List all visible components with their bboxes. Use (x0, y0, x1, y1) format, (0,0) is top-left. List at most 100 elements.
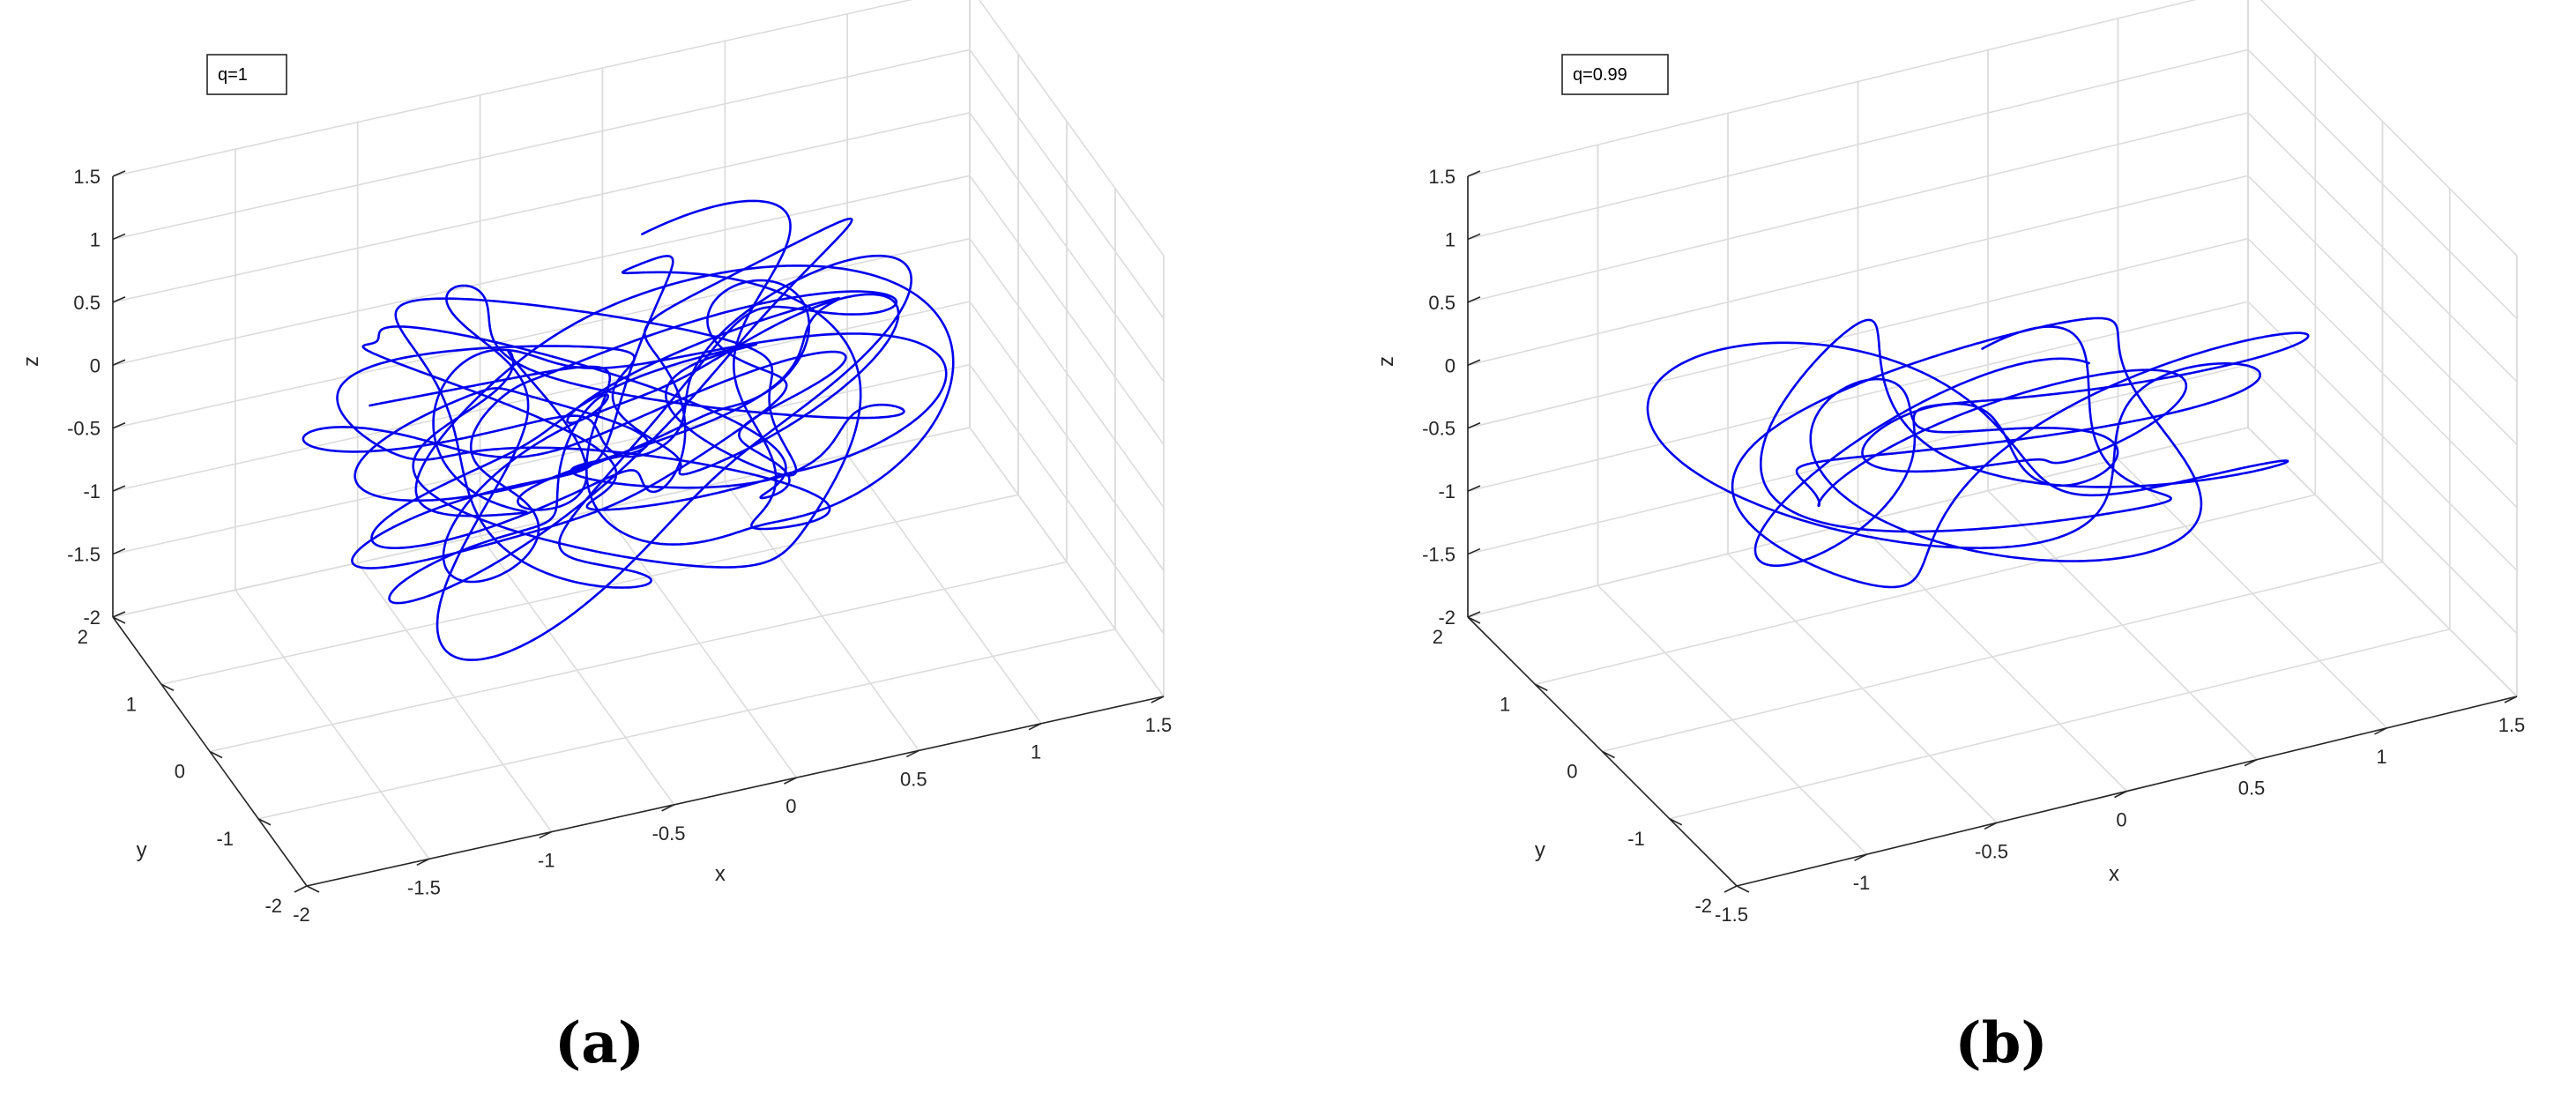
y-tick (306, 885, 320, 893)
x-tick (416, 858, 430, 867)
legend-b: q=0.99 (1561, 54, 1669, 95)
floor-gridline-x (1857, 81, 2128, 793)
wall-gridline-z (112, 363, 1165, 635)
floor-gridline-x (1597, 145, 1868, 855)
legend-entry-b: q=0.99 (1573, 65, 1627, 85)
y-tick-label: 1 (126, 693, 137, 715)
x-tick (2244, 758, 2258, 767)
z-tick (112, 296, 126, 303)
y-tick-label: -2 (264, 895, 282, 917)
floor-gridline-x (235, 149, 430, 860)
y-tick (1669, 818, 1683, 826)
floor-gridline-y (1535, 54, 2317, 686)
wall-gridline-z (112, 301, 1165, 571)
x-tick (905, 749, 919, 758)
x-axis-label-b: x (2109, 862, 2119, 886)
chart-panel-b: -1.5-1-0.500.511.5-2-1012-2-1.5-1-0.500.… (1374, 0, 2525, 1076)
z-tick (1467, 547, 1481, 555)
z-tick (112, 233, 126, 241)
z-tick-label: -1 (83, 480, 101, 502)
z-tick-label: 0.5 (73, 292, 101, 314)
x-tick (2114, 790, 2127, 799)
y-tick (1736, 885, 1750, 893)
x-tick (2504, 696, 2518, 703)
z-tick-label: -0.5 (1422, 418, 1456, 440)
trajectory-line (1646, 316, 2310, 589)
legend-box-b (1561, 54, 1669, 95)
z-tick-label: -0.5 (67, 418, 101, 440)
y-tick (1602, 750, 1615, 759)
z-axis-label-b: z (1374, 356, 1398, 367)
z-tick-label: -2 (1438, 607, 1456, 629)
x-tick-label: 1 (1031, 741, 1041, 763)
x-tick (661, 804, 674, 812)
z-tick (1467, 421, 1481, 429)
y-tick (1534, 683, 1548, 691)
z-tick (1467, 233, 1481, 241)
floor-gridline-x (2117, 18, 2388, 729)
floor-gridline-y (209, 121, 1068, 753)
wall-gridline-z (1467, 363, 2518, 635)
x-axis-label-a: x (715, 862, 726, 886)
wall-gridline-z (112, 175, 1165, 445)
y-tick-label: 0 (175, 761, 185, 783)
wall-gridline-z (1467, 175, 2518, 445)
wall-gridline-z (1467, 301, 2518, 571)
x-tick (1724, 885, 1738, 893)
tick-labels-b: -1.5-1-0.500.511.5-2-1012-2-1.5-1-0.500.… (1422, 166, 2525, 926)
floor-gridline-y (1669, 188, 2451, 820)
legend-box-a (206, 54, 287, 95)
z-tick (112, 359, 126, 367)
y-tick-label: -1 (1627, 828, 1645, 850)
x-tick-label: -1 (1853, 872, 1871, 894)
y-tick-label: 2 (1433, 626, 1443, 648)
z-tick (1467, 611, 1481, 618)
x-tick (2374, 727, 2387, 735)
x-tick-label: -0.5 (1975, 840, 2008, 862)
y-tick-label: -2 (1694, 895, 1712, 917)
x-tick (539, 830, 553, 839)
x-tick-label: 0.5 (900, 768, 927, 790)
trajectory-line (302, 199, 955, 661)
z-tick (1467, 359, 1481, 367)
caption-a: (a) (555, 1010, 644, 1076)
axes-a (112, 170, 1165, 893)
wall-gridline-z (112, 0, 1165, 257)
y-tick-label: 1 (1500, 693, 1510, 715)
z-tick-label: -1.5 (1422, 544, 1456, 566)
legend-a: q=1 (206, 54, 287, 95)
z-tick-label: 1.5 (1428, 166, 1456, 188)
z-tick-label: 0.5 (1428, 292, 1456, 314)
z-tick (1467, 296, 1481, 303)
z-tick (112, 170, 126, 177)
z-axis-label-a: z (19, 356, 43, 367)
z-tick-label: 0 (1445, 354, 1456, 376)
z-tick-label: 1 (1445, 228, 1456, 250)
wall-gridline-z (112, 237, 1165, 509)
trajectory-b (1646, 316, 2310, 589)
x-tick (1150, 696, 1165, 703)
floor-gridline-x (1727, 113, 1998, 823)
x-tick (784, 777, 797, 785)
wall-gridline-z (112, 112, 1165, 383)
floor-gridline-x (724, 41, 919, 751)
wall-gridline-z (1467, 112, 2518, 383)
z-tick (112, 485, 126, 492)
x-tick-label: 0.5 (2238, 778, 2266, 800)
x-tick (294, 885, 308, 893)
x-tick-label: -1.5 (1715, 904, 1748, 926)
chart-panel-a: -2-1.5-1-0.500.511.5-2-1012-2-1.5-1-0.50… (19, 0, 1172, 1076)
y-tick-label: -1 (216, 828, 234, 850)
x-tick (1984, 822, 1998, 830)
x-axis-line (306, 696, 1165, 887)
x-tick-label: -2 (293, 904, 310, 926)
z-tick (1467, 485, 1481, 492)
z-tick (112, 547, 126, 555)
axes-b (1467, 170, 2518, 893)
y-axis-label-a: y (137, 838, 147, 862)
x-tick-label: 1.5 (2498, 714, 2526, 736)
y-tick-label: 2 (78, 626, 88, 648)
x-tick-label: 0 (2116, 809, 2126, 831)
z-tick (1467, 170, 1481, 177)
floor-gridline-y (1602, 121, 2384, 753)
